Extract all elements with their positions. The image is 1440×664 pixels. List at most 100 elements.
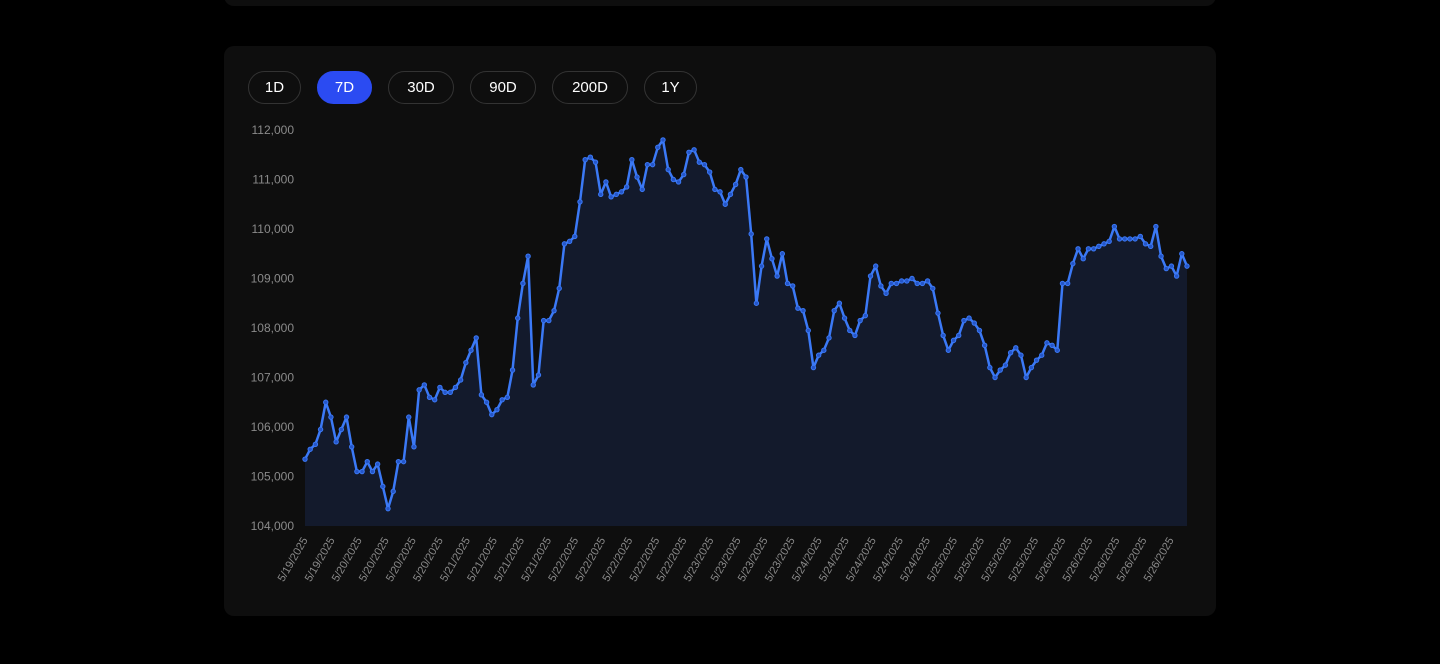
price-point bbox=[572, 233, 578, 240]
price-point bbox=[1090, 246, 1097, 252]
price-point bbox=[774, 273, 780, 279]
price-point bbox=[483, 399, 490, 405]
price-point bbox=[732, 181, 739, 188]
price-point bbox=[1173, 273, 1180, 279]
price-point bbox=[546, 317, 552, 324]
price-point bbox=[971, 320, 977, 326]
price-point bbox=[307, 446, 313, 452]
price-point bbox=[795, 305, 801, 311]
price-point bbox=[463, 359, 469, 366]
price-point bbox=[618, 189, 625, 195]
price-point bbox=[556, 285, 562, 292]
price-point bbox=[945, 347, 952, 353]
price-point bbox=[385, 505, 391, 512]
price-point bbox=[1070, 260, 1076, 267]
price-point bbox=[302, 456, 308, 462]
range-tab-1y[interactable]: 1Y bbox=[644, 71, 697, 104]
price-point bbox=[909, 275, 915, 282]
price-point bbox=[515, 315, 521, 321]
price-point bbox=[603, 179, 609, 185]
price-point bbox=[369, 468, 376, 475]
price-point bbox=[706, 169, 713, 175]
price-point bbox=[857, 317, 863, 324]
y-tick-label: 107,000 bbox=[251, 371, 295, 385]
price-point bbox=[701, 161, 708, 168]
price-point bbox=[904, 278, 910, 284]
price-point bbox=[1179, 251, 1185, 257]
price-point bbox=[743, 174, 749, 180]
price-point bbox=[753, 300, 760, 306]
price-point bbox=[1106, 238, 1112, 245]
price-point bbox=[1101, 241, 1107, 247]
range-tab-200d[interactable]: 200D bbox=[552, 71, 628, 104]
price-point bbox=[374, 461, 381, 467]
price-point bbox=[525, 253, 531, 259]
price-point bbox=[598, 191, 604, 198]
price-point bbox=[432, 397, 438, 403]
price-point bbox=[961, 317, 967, 324]
price-point bbox=[639, 186, 645, 193]
price-point bbox=[815, 352, 822, 358]
price-point bbox=[587, 154, 594, 160]
price-point bbox=[395, 458, 402, 465]
price-point bbox=[629, 157, 635, 163]
price-point bbox=[888, 280, 894, 287]
price-point bbox=[623, 184, 630, 190]
price-point bbox=[862, 312, 869, 319]
price-point bbox=[1137, 233, 1144, 240]
range-tab-7d[interactable]: 7D bbox=[317, 71, 372, 104]
price-point bbox=[696, 159, 703, 165]
price-point bbox=[878, 283, 884, 289]
price-point bbox=[406, 414, 412, 420]
price-point bbox=[764, 236, 770, 242]
price-point bbox=[504, 394, 511, 400]
range-tab-1d[interactable]: 1D bbox=[248, 71, 301, 104]
price-point bbox=[551, 307, 557, 314]
price-point bbox=[608, 194, 614, 200]
price-point bbox=[634, 174, 640, 180]
price-point bbox=[343, 414, 350, 420]
price-point bbox=[727, 191, 734, 198]
price-point bbox=[655, 144, 661, 151]
price-point bbox=[821, 347, 827, 353]
price-point bbox=[665, 166, 671, 173]
price-point bbox=[810, 364, 817, 371]
range-tab-90d[interactable]: 90D bbox=[470, 71, 536, 104]
price-point bbox=[509, 367, 516, 373]
price-point bbox=[499, 397, 505, 403]
price-point bbox=[520, 280, 526, 287]
y-tick-label: 106,000 bbox=[251, 420, 295, 434]
price-point bbox=[1059, 280, 1066, 287]
price-point bbox=[494, 406, 500, 413]
price-point bbox=[478, 392, 485, 398]
price-point bbox=[649, 161, 656, 168]
price-point bbox=[919, 280, 926, 287]
price-point bbox=[380, 483, 386, 490]
price-point bbox=[535, 372, 542, 378]
price-point bbox=[390, 488, 396, 495]
price-point bbox=[898, 278, 905, 284]
price-point bbox=[452, 384, 459, 391]
price-point bbox=[738, 166, 744, 173]
price-point bbox=[359, 468, 365, 475]
price-point bbox=[1127, 236, 1133, 242]
range-tab-30d[interactable]: 30D bbox=[388, 71, 454, 104]
price-point bbox=[1075, 246, 1081, 252]
price-point bbox=[826, 335, 832, 341]
price-point bbox=[893, 280, 900, 287]
price-point bbox=[956, 332, 962, 339]
price-point bbox=[681, 171, 687, 178]
price-point bbox=[577, 199, 583, 205]
price-point bbox=[670, 176, 677, 183]
y-tick-label: 105,000 bbox=[251, 470, 295, 484]
price-point bbox=[836, 300, 843, 306]
price-point bbox=[686, 149, 692, 155]
price-point bbox=[1096, 243, 1102, 250]
price-point bbox=[852, 332, 858, 339]
price-point bbox=[748, 231, 754, 237]
price-point bbox=[805, 327, 811, 334]
price-point bbox=[426, 394, 433, 400]
price-point bbox=[400, 458, 407, 465]
price-point bbox=[950, 337, 957, 344]
price-point bbox=[981, 342, 988, 349]
